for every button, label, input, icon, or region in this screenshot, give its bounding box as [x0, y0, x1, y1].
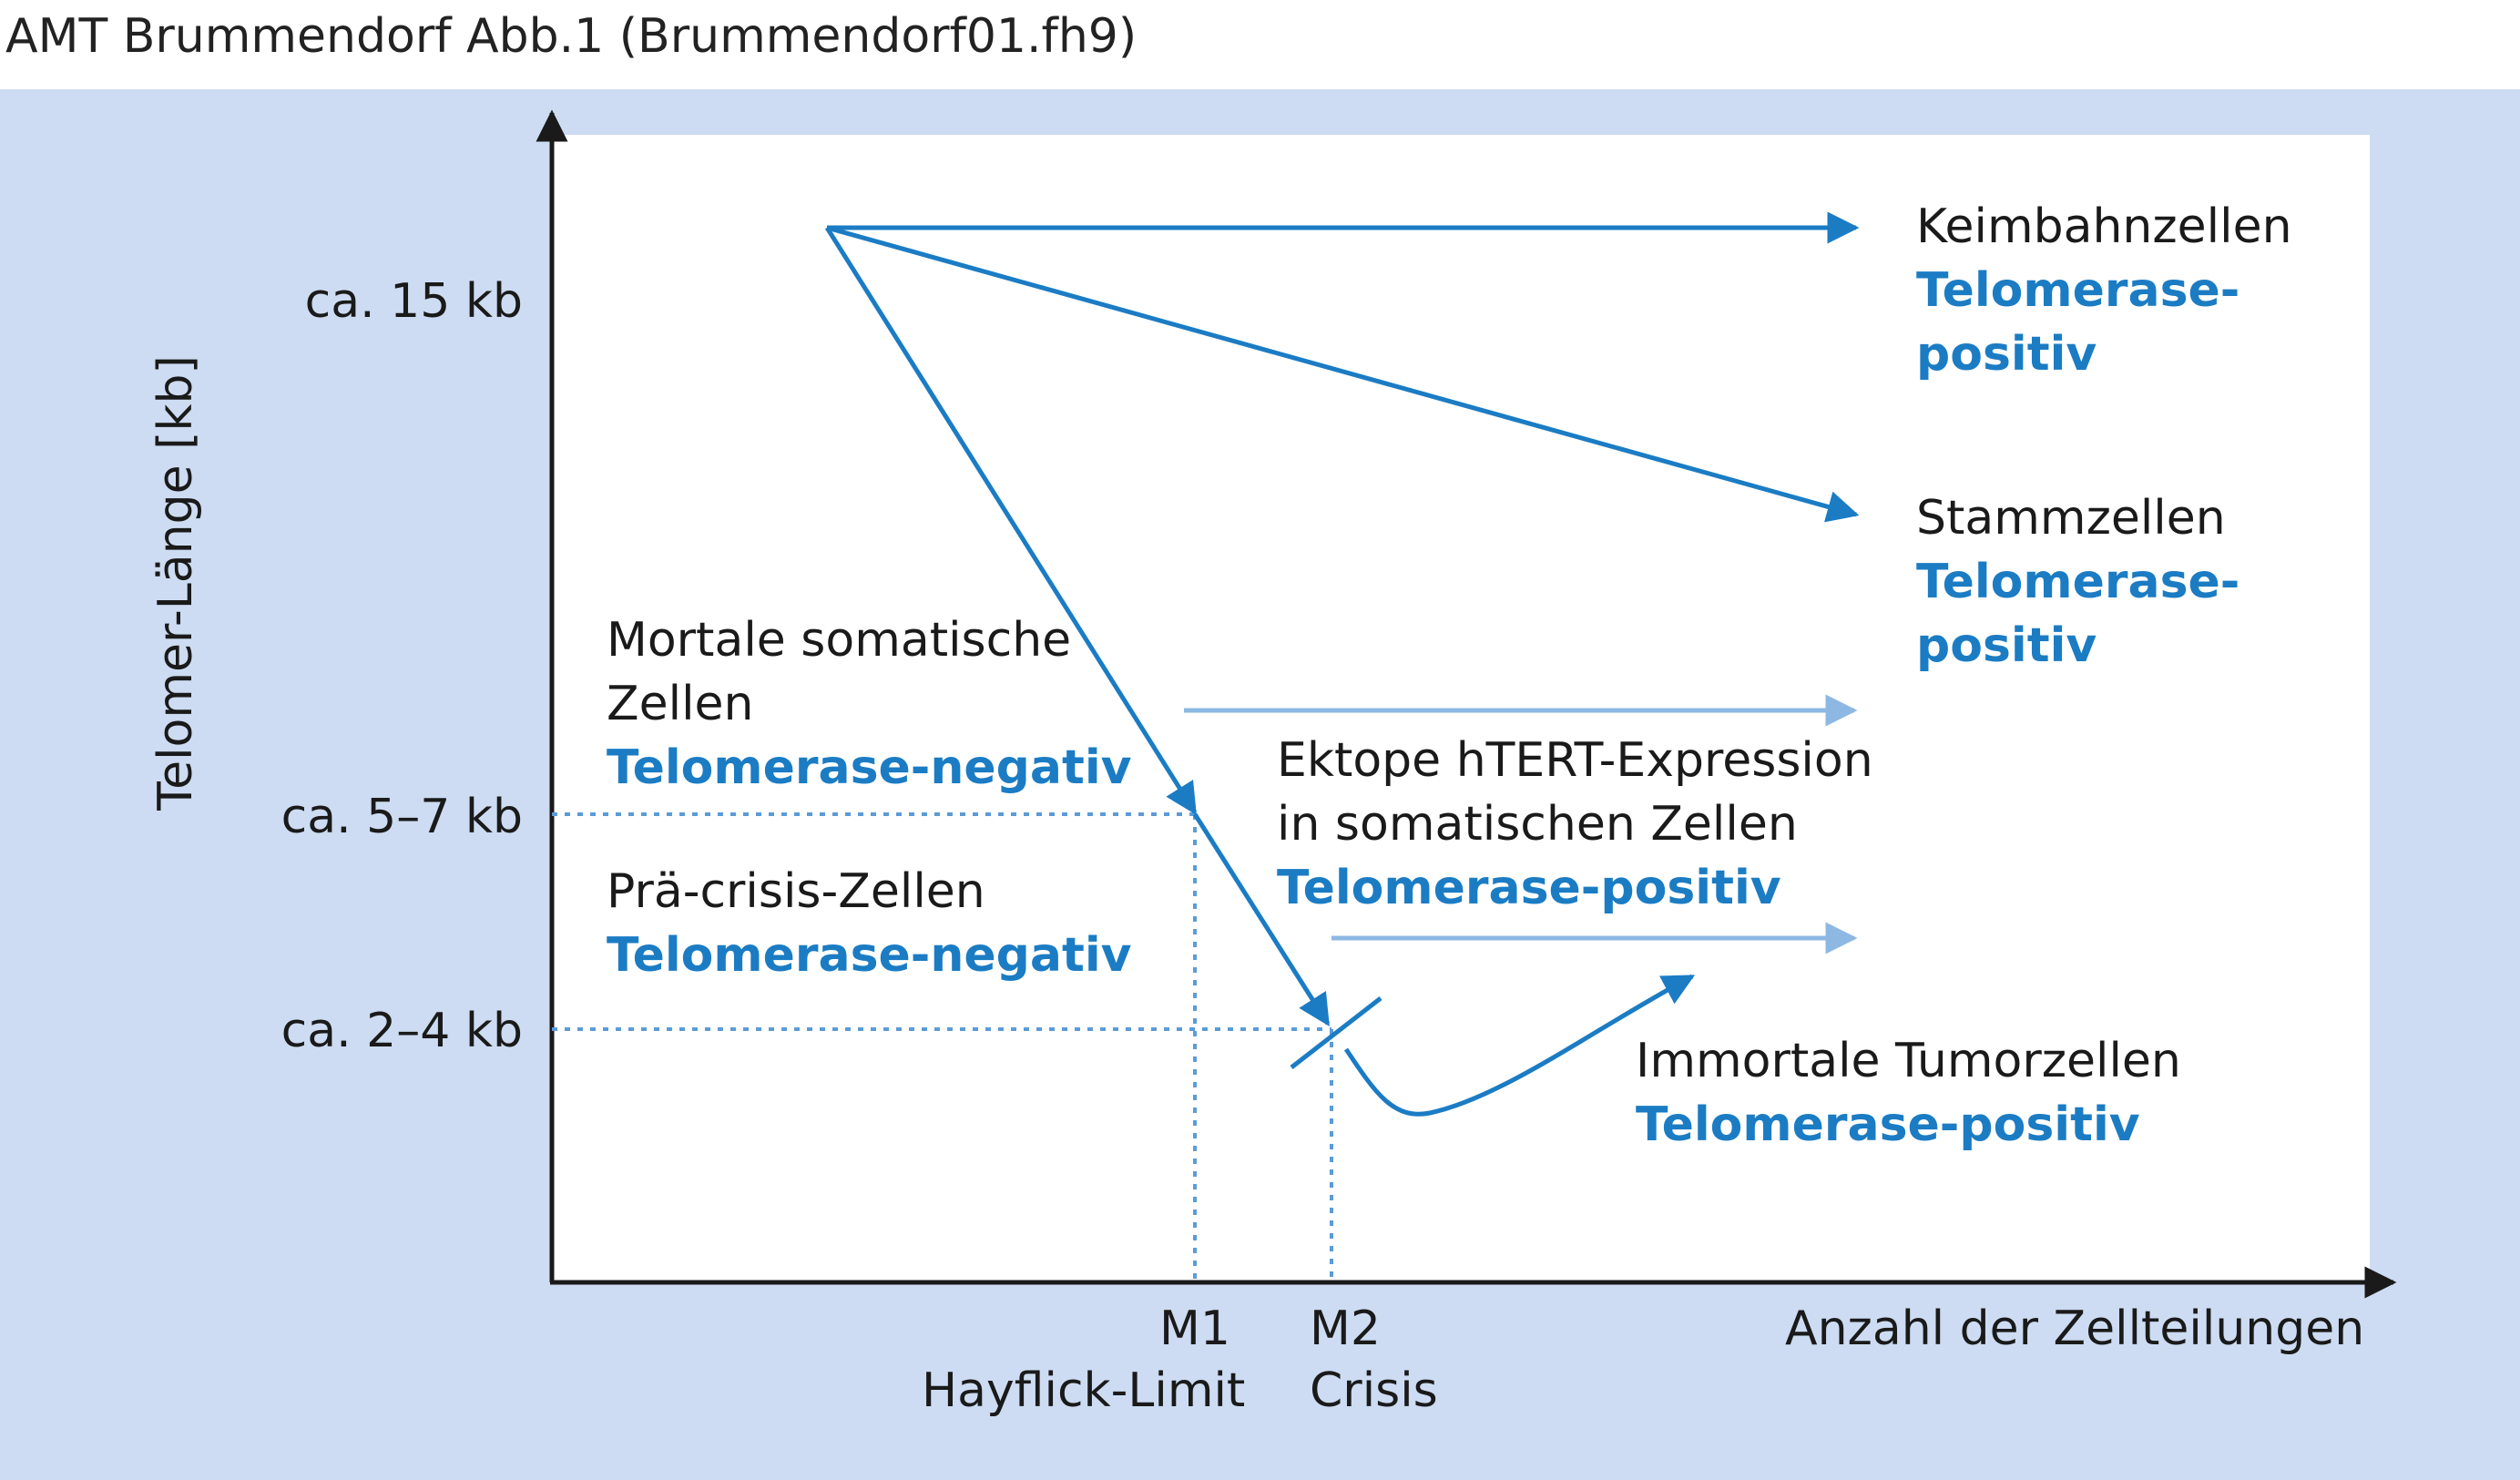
arrow-immortale-tumorzellen: [1343, 974, 1696, 1117]
arrow-stammzellen: [826, 225, 1860, 523]
x-mark-m2-name: Crisis: [1310, 1363, 1438, 1418]
crisis-tick: [1290, 996, 1382, 1069]
x-mark-m2-code: M2: [1310, 1301, 1381, 1356]
header-title: AMT Brummendorf Abb.1 (Brummendorf01.fh9…: [5, 9, 1138, 64]
y-tick-2-4kb: ca. 2–4 kb: [281, 1004, 523, 1058]
tumor-status: Telomerase-positiv: [1636, 1097, 2140, 1152]
mortal-status: Telomerase-negativ: [607, 740, 1132, 795]
keimbahn-label: Keimbahnzellen: [1916, 199, 2292, 254]
y-tick-5-7kb: ca. 5–7 kb: [281, 790, 523, 844]
guide-lines: [552, 812, 1333, 1282]
mortal-label-2: Zellen: [607, 677, 754, 731]
stamm-status-2: positiv: [1916, 618, 2097, 673]
x-axis-label: Anzahl der Zellteilungen: [1785, 1301, 2365, 1356]
mortal-label-1: Mortale somatische: [607, 613, 1072, 668]
keimbahn-status-1: Telomerase-: [1916, 263, 2240, 318]
x-mark-m1-name: Hayflick-Limit: [922, 1363, 1246, 1418]
keimbahn-status-2: positiv: [1916, 327, 2097, 382]
y-axis-label: Telomer-Länge [kb]: [148, 355, 203, 811]
ektop-label-2: in somatischen Zellen: [1277, 797, 1798, 852]
tumor-label: Immortale Tumorzellen: [1636, 1034, 2181, 1088]
stamm-status-1: Telomerase-: [1916, 555, 2240, 609]
stamm-label: Stammzellen: [1916, 491, 2226, 546]
y-tick-15kb: ca. 15 kb: [304, 274, 523, 329]
praecrisis-label: Prä-crisis-Zellen: [607, 864, 985, 919]
arrow-mortale-to-m1: [824, 226, 1198, 815]
ektop-status: Telomerase-positiv: [1277, 861, 1781, 915]
praecrisis-status: Telomerase-negativ: [607, 928, 1132, 983]
x-mark-m1-code: M1: [1159, 1301, 1230, 1356]
arrow-m1-to-m2: [1192, 812, 1331, 1026]
ektop-label-1: Ektope hTERT-Expression: [1277, 733, 1873, 788]
